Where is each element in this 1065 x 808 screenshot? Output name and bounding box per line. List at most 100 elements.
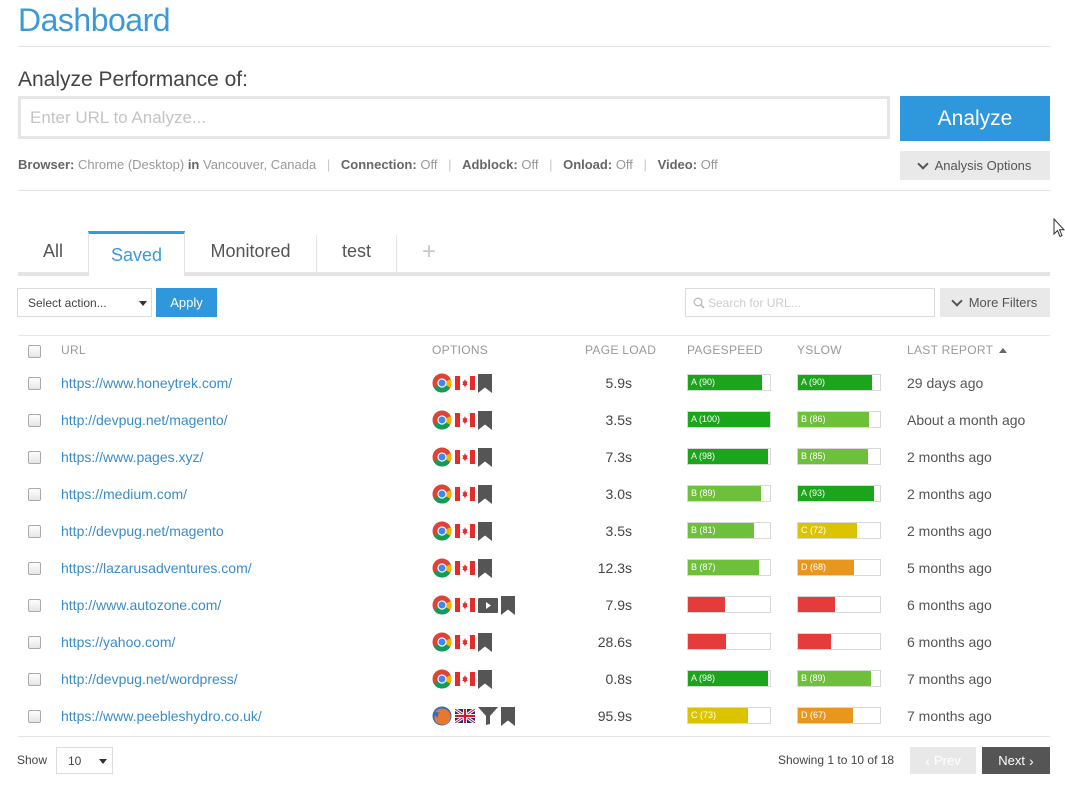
select-all-checkbox[interactable] bbox=[28, 345, 41, 358]
more-filters-label: More Filters bbox=[968, 295, 1038, 310]
chevron-down-icon bbox=[916, 157, 929, 170]
pagespeed-score-bar: C (73) bbox=[687, 707, 771, 724]
row-checkbox[interactable] bbox=[28, 710, 41, 723]
row-checkbox[interactable] bbox=[28, 636, 41, 649]
bookmark-icon[interactable] bbox=[501, 595, 515, 615]
report-options bbox=[432, 521, 492, 541]
separator: | bbox=[326, 157, 331, 172]
report-url-link[interactable]: https://lazarusadventures.com/ bbox=[61, 560, 252, 576]
pagespeed-grade-label: C (73) bbox=[691, 710, 717, 720]
yslow-score-bar: B (89) bbox=[797, 670, 881, 687]
tab-divider bbox=[396, 235, 397, 272]
next-page-button[interactable]: Next › bbox=[982, 747, 1050, 774]
bookmark-icon[interactable] bbox=[478, 632, 492, 652]
bookmark-icon[interactable] bbox=[478, 447, 492, 467]
page-load-time: 3.5s bbox=[605, 412, 632, 428]
more-filters-button[interactable]: More Filters bbox=[940, 288, 1050, 317]
next-label: Next bbox=[998, 753, 1026, 768]
bookmark-icon[interactable] bbox=[478, 521, 492, 541]
yslow-grade-label: A (90) bbox=[801, 377, 826, 387]
chevron-left-icon: ‹ bbox=[925, 752, 930, 769]
row-checkbox[interactable] bbox=[28, 414, 41, 427]
row-checkbox[interactable] bbox=[28, 525, 41, 538]
canada-flag-icon bbox=[455, 413, 475, 427]
tab-all[interactable]: All bbox=[42, 241, 63, 261]
last-report-date: 6 months ago bbox=[907, 634, 992, 650]
pagespeed-score-bar: A (98) bbox=[687, 670, 771, 687]
column-header-pagespeed[interactable]: PAGESPEED bbox=[687, 343, 763, 357]
last-report-date: 2 months ago bbox=[907, 486, 992, 502]
search-url-input[interactable]: Search for URL... bbox=[685, 288, 935, 317]
column-header-yslow[interactable]: YSLOW bbox=[797, 343, 842, 357]
row-checkbox[interactable] bbox=[28, 562, 41, 575]
report-options bbox=[432, 632, 492, 652]
canada-flag-icon bbox=[455, 450, 475, 464]
report-url-link[interactable]: https://www.peebleshydro.co.uk/ bbox=[61, 708, 262, 724]
pagespeed-grade-label: A (90) bbox=[691, 377, 716, 387]
pagespeed-score-fill bbox=[688, 412, 770, 427]
prev-page-button[interactable]: ‹ Prev bbox=[910, 747, 976, 774]
video-label: Video: bbox=[657, 157, 698, 172]
report-url-link[interactable]: http://devpug.net/magento/ bbox=[61, 412, 228, 428]
mouse-cursor-icon bbox=[1053, 218, 1065, 238]
yslow-score-bar bbox=[797, 633, 881, 650]
bookmark-icon[interactable] bbox=[478, 410, 492, 430]
row-checkbox[interactable] bbox=[28, 488, 41, 501]
report-url-link[interactable]: http://devpug.net/wordpress/ bbox=[61, 671, 238, 687]
bookmark-icon[interactable] bbox=[501, 706, 515, 726]
column-header-url[interactable]: URL bbox=[61, 343, 86, 357]
table-row: https://www.honeytrek.com/5.9s A (90) A (9… bbox=[0, 365, 1065, 402]
location-in-label: in bbox=[187, 157, 200, 172]
search-placeholder: Search for URL... bbox=[708, 295, 801, 310]
bookmark-icon[interactable] bbox=[478, 484, 492, 504]
bookmark-icon[interactable] bbox=[478, 669, 492, 689]
report-options bbox=[432, 558, 492, 578]
pagespeed-score-fill bbox=[688, 597, 725, 612]
analysis-options-label: Analysis Options bbox=[934, 158, 1032, 173]
row-checkbox[interactable] bbox=[28, 451, 41, 464]
column-header-options: OPTIONS bbox=[432, 343, 489, 357]
column-header-last-report[interactable]: LAST REPORT bbox=[907, 343, 1007, 357]
tab-test[interactable]: test bbox=[341, 241, 371, 261]
report-url-link[interactable]: https://www.pages.xyz/ bbox=[61, 449, 204, 465]
row-checkbox[interactable] bbox=[28, 599, 41, 612]
page-size-select[interactable]: 10 bbox=[56, 747, 113, 774]
page-load-time: 0.8s bbox=[605, 671, 632, 687]
tab-saved[interactable]: Saved bbox=[88, 231, 185, 276]
table-row: http://devpug.net/magento/3.5s A (100) B (… bbox=[0, 402, 1065, 439]
pagination-info: Showing 1 to 10 of 18 bbox=[778, 753, 895, 767]
browser-value: Chrome (Desktop) bbox=[77, 157, 185, 172]
page-title: Dashboard bbox=[18, 2, 171, 38]
report-url-link[interactable]: https://www.honeytrek.com/ bbox=[61, 375, 233, 391]
row-checkbox[interactable] bbox=[28, 673, 41, 686]
bookmark-icon[interactable] bbox=[478, 558, 492, 578]
canada-flag-icon bbox=[455, 672, 475, 686]
pagespeed-score-bar: B (89) bbox=[687, 485, 771, 502]
yslow-score-bar: D (68) bbox=[797, 559, 881, 576]
add-tab-button[interactable]: + bbox=[421, 237, 436, 265]
pagespeed-score-fill bbox=[688, 560, 760, 575]
report-url-link[interactable]: http://devpug.net/magento bbox=[61, 523, 224, 539]
tab-monitored[interactable]: Monitored bbox=[210, 241, 291, 261]
analyze-button[interactable]: Analyze bbox=[900, 96, 1050, 141]
bookmark-icon[interactable] bbox=[478, 373, 492, 393]
report-url-link[interactable]: https://medium.com/ bbox=[61, 486, 188, 502]
yslow-score-bar: D (67) bbox=[797, 707, 881, 724]
table-row: https://lazarusadventures.com/12.3s B (87… bbox=[0, 550, 1065, 587]
analysis-options-button[interactable]: Analysis Options bbox=[900, 151, 1050, 180]
yslow-score-fill bbox=[798, 449, 868, 464]
page-load-time: 7.3s bbox=[605, 449, 632, 465]
column-header-page-load[interactable]: PAGE LOAD bbox=[585, 343, 657, 357]
report-url-link[interactable]: http://www.autozone.com/ bbox=[61, 597, 222, 613]
divider bbox=[18, 46, 1050, 47]
row-checkbox[interactable] bbox=[28, 377, 41, 390]
last-report-date: 7 months ago bbox=[907, 708, 992, 724]
last-report-date: 5 months ago bbox=[907, 560, 992, 576]
report-url-link[interactable]: https://yahoo.com/ bbox=[61, 634, 176, 650]
url-input[interactable] bbox=[18, 96, 890, 139]
yslow-score-fill bbox=[798, 708, 853, 723]
apply-button[interactable]: Apply bbox=[156, 288, 217, 317]
select-action-dropdown[interactable]: Select action... bbox=[17, 288, 152, 317]
table-row: http://www.autozone.com/7.9s 6 months ago bbox=[0, 587, 1065, 624]
table-row: https://www.peebleshydro.co.uk/95.9s C (7… bbox=[0, 698, 1065, 735]
